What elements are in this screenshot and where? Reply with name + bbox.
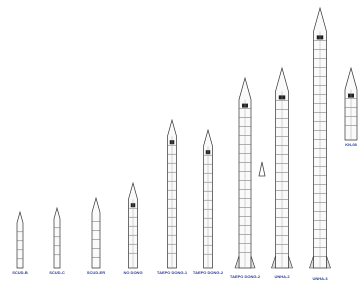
rocket-label: SCUD-B xyxy=(12,270,28,275)
rocket-label: UNHA-2 xyxy=(274,274,290,279)
rocket-label: SCUD-ER xyxy=(87,270,105,275)
rocket-label: TAEPO DONG-2 xyxy=(230,274,261,279)
rocket-label: KN-08 xyxy=(345,142,357,147)
rocket-label: NO DONG xyxy=(123,270,142,275)
rocket-label: SCUD-C xyxy=(49,270,65,275)
rocket-label: UNHA-3 xyxy=(312,276,328,281)
rocket-body xyxy=(54,208,60,268)
rocket-label: TAEPO DONG-2 xyxy=(193,270,224,275)
rocket-diagram: SCUD-B SCUD-C SCUD-ER NO DONG TAEPO DONG-1 TA… xyxy=(0,0,360,298)
rocket-body xyxy=(17,212,23,268)
rocket-label: TAEPO DONG-1 xyxy=(157,270,188,275)
